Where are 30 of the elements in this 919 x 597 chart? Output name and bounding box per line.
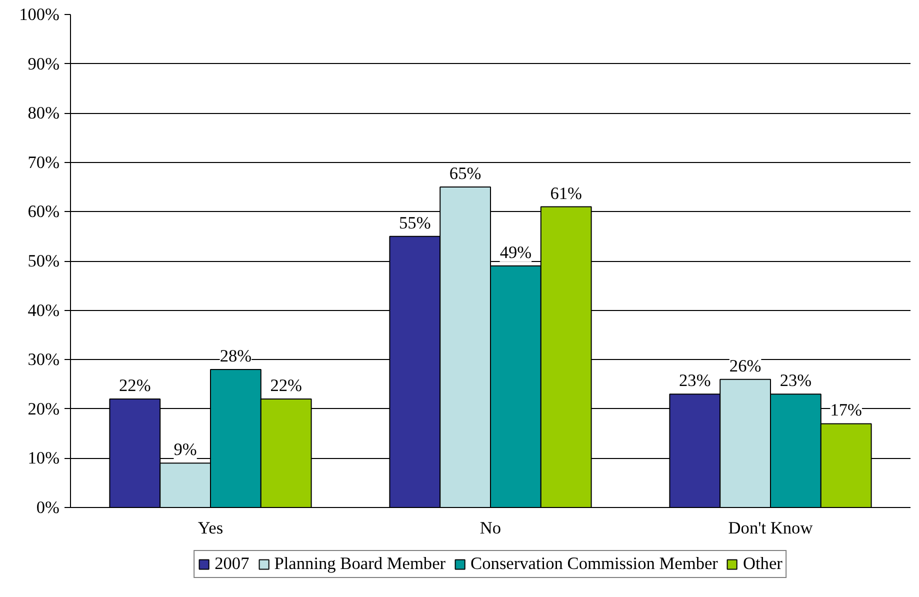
data-label: 17% — [830, 400, 862, 420]
data-label: 65% — [449, 164, 482, 184]
data-label: 23% — [780, 371, 812, 390]
y-tick-label: 90% — [28, 54, 60, 74]
y-tick-label: 10% — [28, 448, 60, 468]
data-label: 23% — [679, 371, 711, 390]
y-tick-label: 0% — [36, 498, 60, 517]
y-tick-label: 70% — [28, 152, 60, 172]
y-tick-label: 100% — [19, 5, 60, 24]
y-tick-label: 30% — [28, 350, 60, 370]
x-tick-label: No — [480, 518, 502, 538]
data-label: 61% — [550, 184, 582, 203]
data-label: 55% — [399, 213, 431, 232]
y-tick-label: 40% — [28, 300, 60, 320]
data-label: 49% — [500, 242, 532, 262]
data-label: 22% — [270, 376, 302, 396]
data-label: 22% — [119, 376, 151, 396]
legend-label: 2007 — [214, 554, 250, 574]
x-tick-label: Don't Know — [728, 518, 814, 538]
legend-label: Other — [742, 554, 782, 574]
legend-label: Planning Board Member — [274, 554, 446, 574]
y-tick-label: 80% — [28, 104, 60, 123]
x-tick-label: Yes — [198, 518, 224, 538]
data-label: 26% — [729, 356, 762, 376]
y-tick-label: 60% — [28, 202, 60, 222]
data-label: 9% — [174, 440, 197, 460]
y-tick-label: 50% — [28, 252, 60, 270]
y-tick-label: 20% — [28, 399, 60, 418]
data-label: 28% — [220, 346, 252, 366]
legend-label: Conservation Commission Member — [470, 554, 718, 574]
